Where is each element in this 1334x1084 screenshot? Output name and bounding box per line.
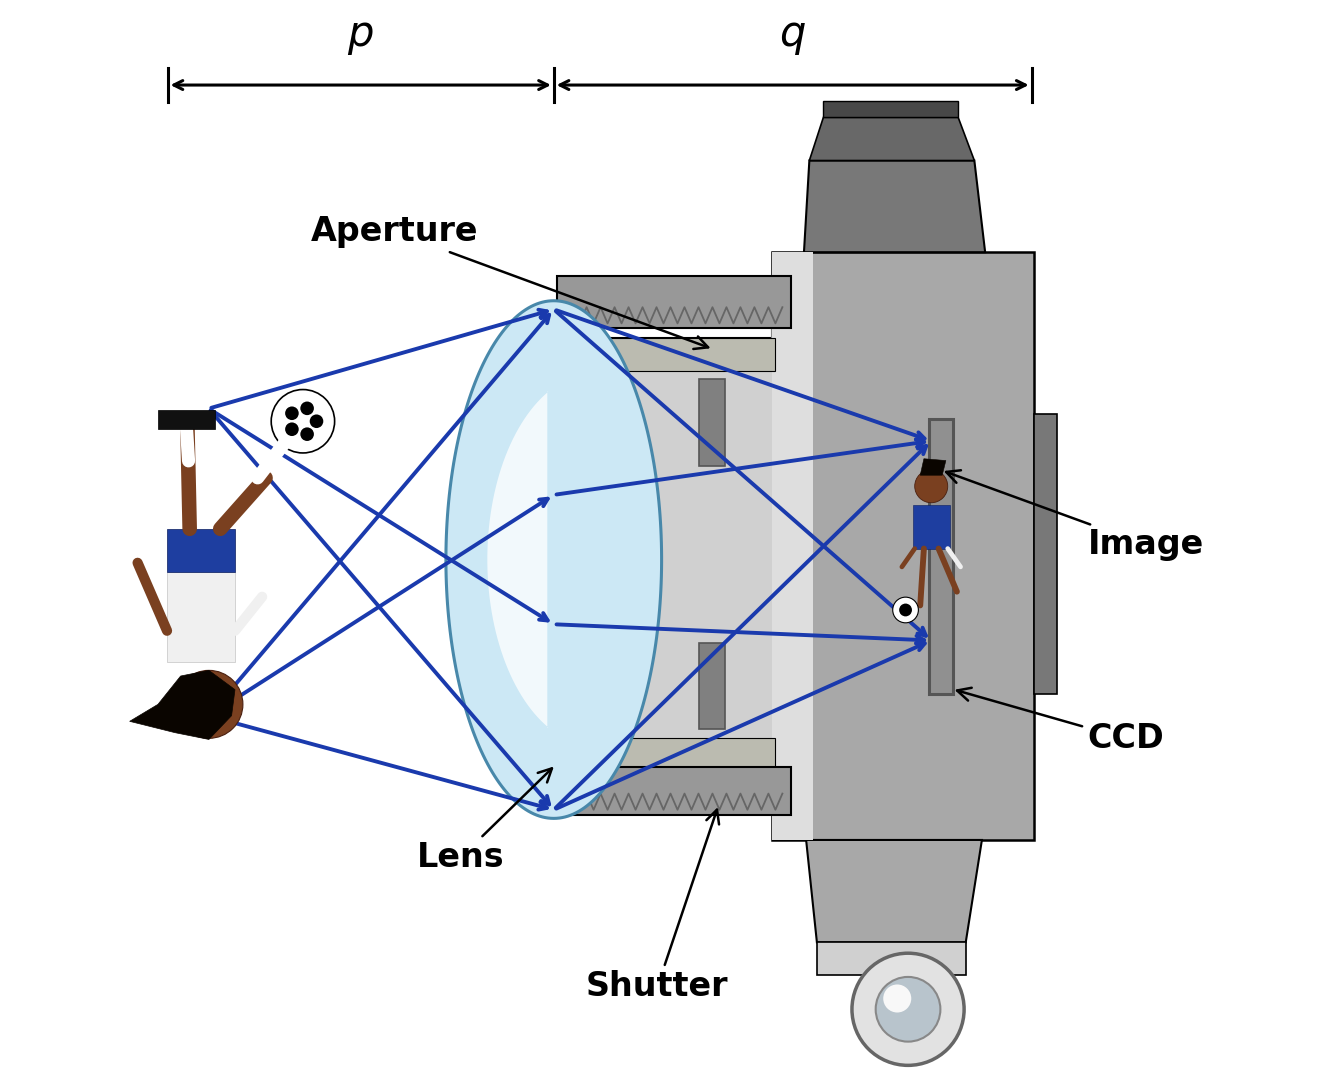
Circle shape xyxy=(271,389,335,453)
Polygon shape xyxy=(596,338,775,371)
Polygon shape xyxy=(920,459,946,475)
Polygon shape xyxy=(771,253,1034,840)
Polygon shape xyxy=(596,737,775,770)
Polygon shape xyxy=(596,338,775,770)
Polygon shape xyxy=(558,276,791,327)
Polygon shape xyxy=(823,101,958,117)
Text: Image: Image xyxy=(946,470,1203,562)
Circle shape xyxy=(285,406,299,421)
Text: Shutter: Shutter xyxy=(586,810,728,1004)
Circle shape xyxy=(285,423,299,436)
Polygon shape xyxy=(167,572,235,662)
Polygon shape xyxy=(532,322,602,783)
Polygon shape xyxy=(804,160,984,253)
Polygon shape xyxy=(129,670,235,739)
Circle shape xyxy=(309,414,323,428)
Polygon shape xyxy=(699,643,726,728)
Circle shape xyxy=(875,977,940,1042)
Polygon shape xyxy=(810,117,974,160)
Text: q: q xyxy=(779,13,806,55)
Polygon shape xyxy=(771,715,775,791)
Circle shape xyxy=(300,427,313,441)
Polygon shape xyxy=(558,766,791,815)
Circle shape xyxy=(883,984,911,1012)
Polygon shape xyxy=(816,942,966,975)
Polygon shape xyxy=(446,300,662,818)
Circle shape xyxy=(915,469,947,503)
Polygon shape xyxy=(912,504,950,549)
Polygon shape xyxy=(157,410,215,429)
Polygon shape xyxy=(1034,414,1058,695)
Text: p: p xyxy=(348,13,374,55)
Circle shape xyxy=(300,401,313,415)
Polygon shape xyxy=(167,529,235,572)
Text: Aperture: Aperture xyxy=(311,216,708,349)
Text: CCD: CCD xyxy=(956,687,1165,756)
Polygon shape xyxy=(699,379,726,466)
Polygon shape xyxy=(806,840,982,942)
Text: Lens: Lens xyxy=(416,769,552,874)
Circle shape xyxy=(175,670,243,738)
Polygon shape xyxy=(771,253,812,840)
Circle shape xyxy=(899,604,912,617)
Polygon shape xyxy=(771,300,775,392)
Circle shape xyxy=(892,597,918,623)
Polygon shape xyxy=(487,391,548,727)
Circle shape xyxy=(852,953,964,1066)
Polygon shape xyxy=(928,420,952,695)
